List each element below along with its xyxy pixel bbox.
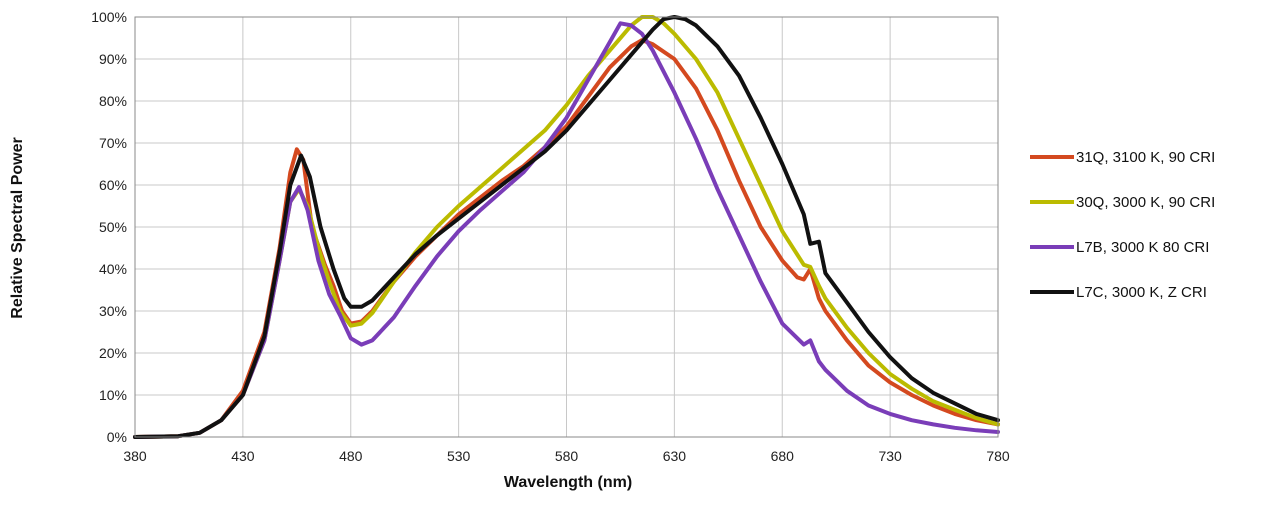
x-axis-title: Wavelength (nm) — [504, 474, 632, 491]
x-tick-label: 630 — [663, 448, 687, 464]
series-line-3 — [133, 21, 1000, 439]
x-tick-label: 730 — [878, 448, 902, 464]
x-tick-labels: 380 430 480 530 580 630 680 730 780 — [123, 448, 1010, 464]
series-line-4 — [133, 15, 1000, 439]
y-tick-label: 0% — [107, 429, 127, 445]
y-tick-label: 70% — [99, 135, 127, 151]
y-tick-label: 90% — [99, 51, 127, 67]
x-tick-label: 780 — [986, 448, 1010, 464]
x-tick-label: 680 — [771, 448, 795, 464]
series-lines — [133, 15, 1000, 439]
legend-label: 30Q, 3000 K, 90 CRI — [1076, 194, 1215, 211]
series-line-1 — [133, 38, 1000, 439]
y-tick-label: 60% — [99, 177, 127, 193]
x-tick-label: 480 — [339, 448, 363, 464]
x-tick-label: 430 — [231, 448, 255, 464]
legend-label: 31Q, 3100 K, 90 CRI — [1076, 149, 1215, 166]
y-tick-label: 10% — [99, 387, 127, 403]
y-tick-label: 30% — [99, 303, 127, 319]
x-tick-label: 380 — [123, 448, 147, 464]
x-tick-label: 580 — [555, 448, 579, 464]
y-tick-label: 40% — [99, 261, 127, 277]
legend-label: L7B, 3000 K 80 CRI — [1076, 239, 1209, 256]
y-axis-title: Relative Spectral Power — [9, 137, 26, 318]
legend-label: L7C, 3000 K, Z CRI — [1076, 284, 1207, 301]
legend: 31Q, 3100 K, 90 CRI 30Q, 3000 K, 90 CRI L7… — [1030, 149, 1215, 301]
y-tick-label: 100% — [91, 9, 127, 25]
y-tick-label: 50% — [99, 219, 127, 235]
y-tick-labels: 0% 10% 20% 30% 40% 50% 60% 70% 80% 90% 100% — [91, 9, 127, 445]
y-tick-label: 80% — [99, 93, 127, 109]
x-tick-label: 530 — [447, 448, 471, 464]
plot-frame — [134, 16, 999, 438]
y-tick-label: 20% — [99, 345, 127, 361]
